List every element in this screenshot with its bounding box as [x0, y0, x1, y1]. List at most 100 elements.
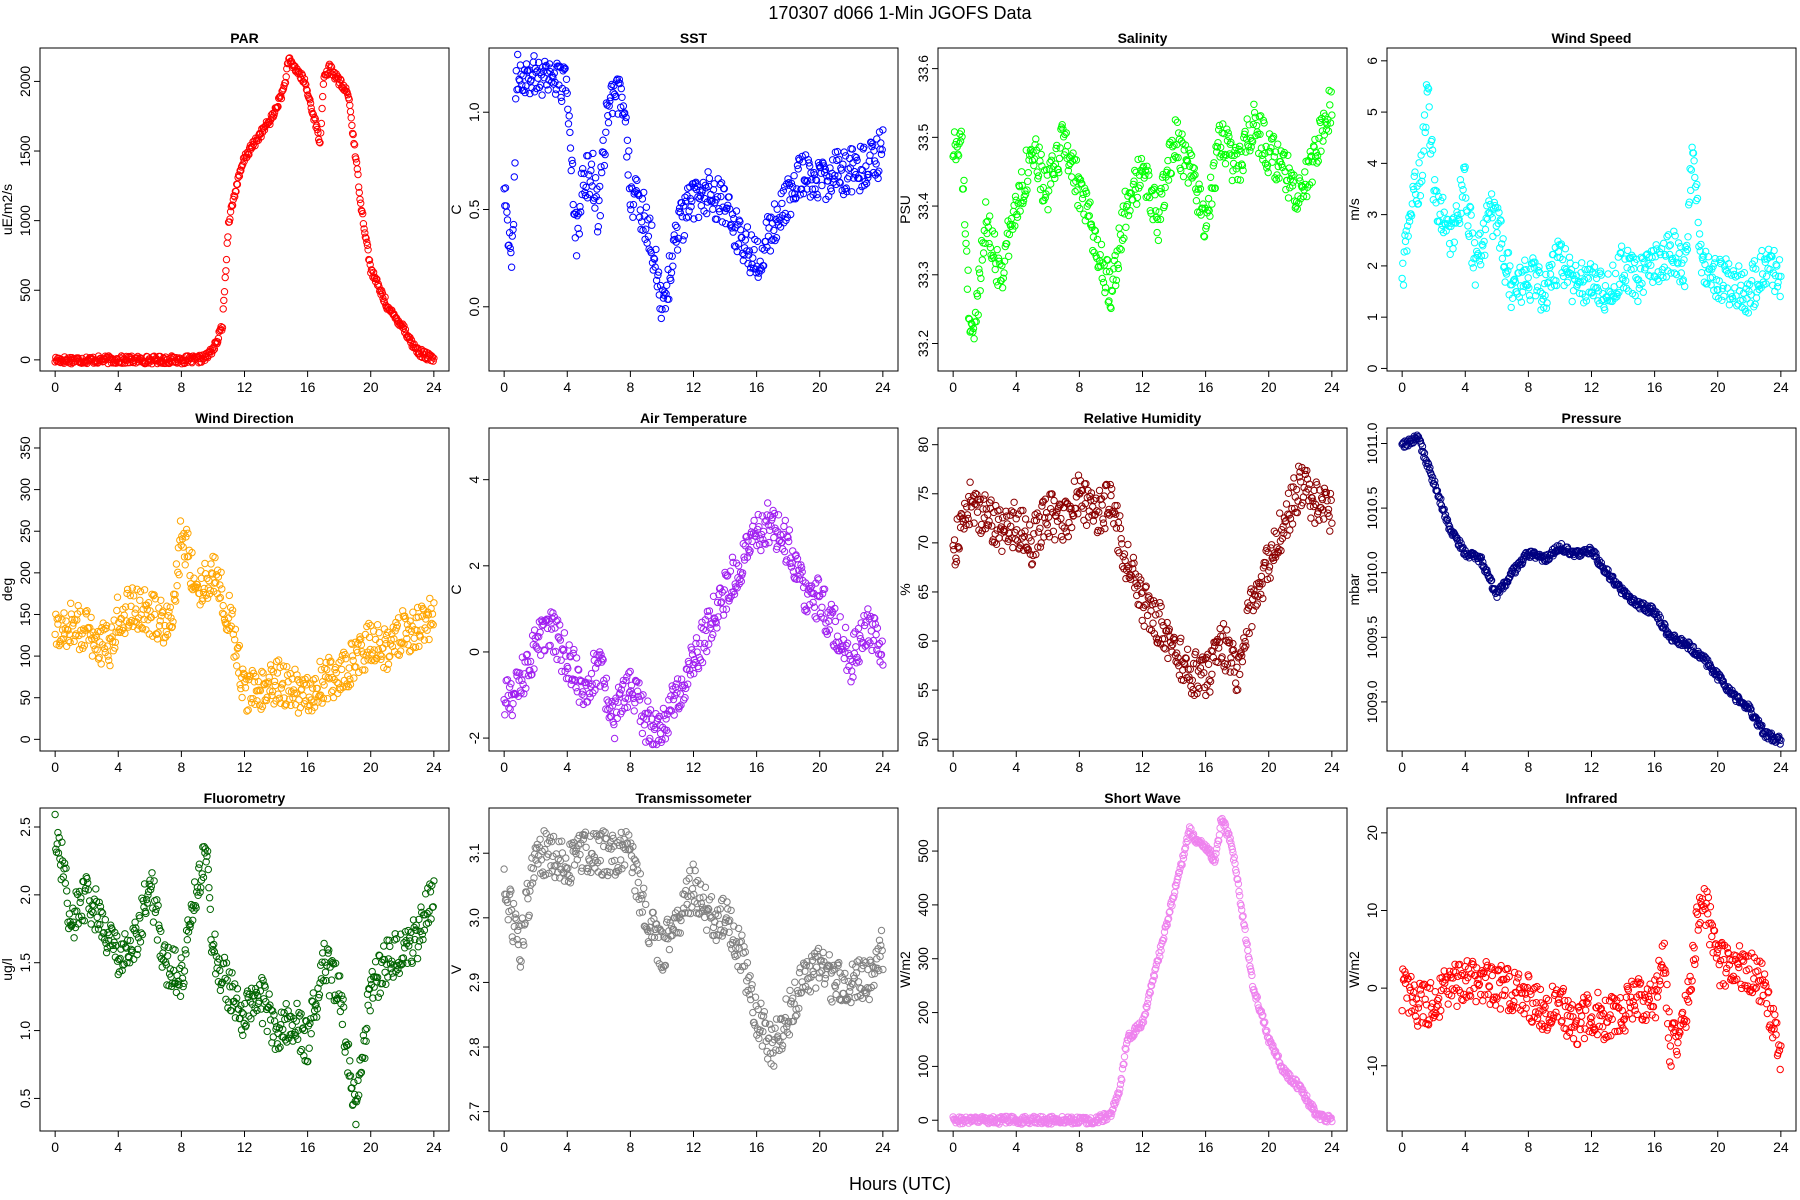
data-point-salinity [1114, 264, 1123, 273]
data-point-air-temperature [764, 499, 772, 507]
data-point-salinity [1116, 244, 1124, 253]
data-point-sst [507, 263, 516, 271]
x-tick-label-wind-direction-4: 4 [114, 759, 122, 775]
data-point-wind-speed [1439, 193, 1447, 202]
data-point-par [380, 297, 388, 305]
data-point-wind-speed [1449, 245, 1457, 253]
data-point-salinity [1087, 220, 1096, 228]
data-point-par [365, 255, 373, 264]
data-point-salinity [992, 278, 1001, 286]
data-point-salinity [1228, 176, 1237, 185]
data-point-relative-humidity [990, 508, 998, 517]
data-point-relative-humidity [1036, 524, 1044, 532]
data-point-sst [654, 271, 662, 279]
data-point-wind-speed [1722, 255, 1730, 263]
data-point-wind-direction [201, 559, 209, 568]
data-point-salinity [1164, 176, 1173, 184]
data-point-salinity [1251, 113, 1260, 122]
data-point-air-temperature [638, 729, 647, 738]
data-point-par [350, 141, 359, 149]
x-tick-label-pressure-16: 16 [1647, 759, 1663, 775]
data-point-sst [867, 138, 875, 147]
data-point-salinity [1021, 190, 1030, 198]
y-tick-label-wind-speed-1: 1 [1364, 313, 1380, 321]
data-point-salinity [1274, 140, 1282, 148]
data-point-salinity [1070, 179, 1078, 187]
data-point-salinity [1209, 162, 1218, 170]
data-point-wind-speed [1506, 262, 1514, 270]
data-point-relative-humidity [1219, 620, 1228, 628]
data-point-salinity [975, 269, 984, 277]
data-point-sst [787, 210, 795, 219]
data-point-wind-speed [1693, 194, 1702, 203]
data-point-wind-direction [140, 586, 149, 594]
data-point-salinity [1085, 212, 1094, 220]
data-point-air-temperature [613, 714, 621, 722]
data-point-salinity [961, 221, 969, 229]
data-point-wind-direction [113, 593, 122, 601]
data-point-salinity [1236, 176, 1245, 184]
data-point-sst [601, 150, 609, 159]
data-point-wind-speed [1504, 267, 1512, 275]
data-point-sst [568, 159, 577, 168]
x-tick-label-wind-speed-16: 16 [1647, 379, 1663, 395]
x-tick-label-air-temperature-8: 8 [626, 759, 634, 775]
data-point-salinity [1208, 200, 1216, 208]
data-point-sst [873, 169, 882, 177]
data-point-wind-speed [1496, 216, 1505, 224]
x-tick-label-par-16: 16 [300, 379, 316, 395]
data-point-wind-speed [1424, 84, 1432, 92]
data-point-sst [852, 153, 861, 162]
data-point-salinity [1248, 138, 1257, 146]
data-point-salinity [1033, 168, 1041, 176]
data-point-sst [725, 193, 733, 201]
data-point-wind-speed [1425, 103, 1433, 111]
data-point-fluorometry [153, 936, 162, 944]
data-point-sst [593, 228, 602, 236]
data-point-salinity [1173, 118, 1182, 127]
plot-frame-air-temperature [488, 427, 899, 752]
x-tick-label-air-temperature-16: 16 [749, 759, 765, 775]
x-tick-label-relative-humidity-20: 20 [1261, 759, 1277, 775]
data-point-sst [589, 149, 597, 158]
x-tick-label-wind-direction-0: 0 [51, 759, 59, 775]
data-point-salinity [960, 176, 968, 185]
data-point-wind-speed [1477, 252, 1486, 260]
data-point-sst [798, 152, 806, 161]
y-axis-label-wind-speed: m/s [1346, 198, 1362, 221]
data-point-salinity [1055, 154, 1064, 163]
data-point-sst [503, 208, 511, 216]
data-point-salinity [1205, 206, 1213, 215]
data-point-relative-humidity [1107, 491, 1115, 500]
data-point-sst [602, 128, 610, 137]
data-point-wind-speed [1458, 193, 1467, 201]
data-point-sst [758, 244, 766, 253]
data-point-sst [629, 213, 637, 221]
data-point-wind-speed [1445, 239, 1454, 248]
data-point-wind-speed [1542, 270, 1550, 279]
data-point-sst [650, 255, 659, 263]
data-point-par [258, 128, 267, 137]
data-point-salinity [1224, 129, 1232, 137]
data-point-sst [709, 205, 717, 213]
data-point-sst [608, 80, 616, 89]
data-point-wind-speed [1497, 217, 1505, 225]
data-point-salinity [1206, 173, 1215, 182]
points-sst [500, 50, 887, 323]
data-point-wind-direction [62, 617, 70, 625]
data-point-fluorometry [51, 810, 59, 819]
data-point-salinity [1136, 181, 1144, 190]
data-point-wind-speed [1525, 284, 1533, 292]
data-point-sst [571, 234, 579, 242]
y-tick-label-fluorometry-1: 1.0 [17, 1021, 33, 1041]
data-point-salinity [1123, 201, 1132, 209]
data-point-wind-speed [1671, 232, 1679, 240]
data-point-sst [673, 223, 681, 232]
data-point-salinity [1061, 130, 1069, 139]
data-point-par [285, 54, 294, 62]
data-point-par [257, 133, 265, 141]
data-point-par [428, 352, 436, 360]
data-point-fluorometry [211, 930, 219, 938]
data-point-par [315, 138, 324, 146]
